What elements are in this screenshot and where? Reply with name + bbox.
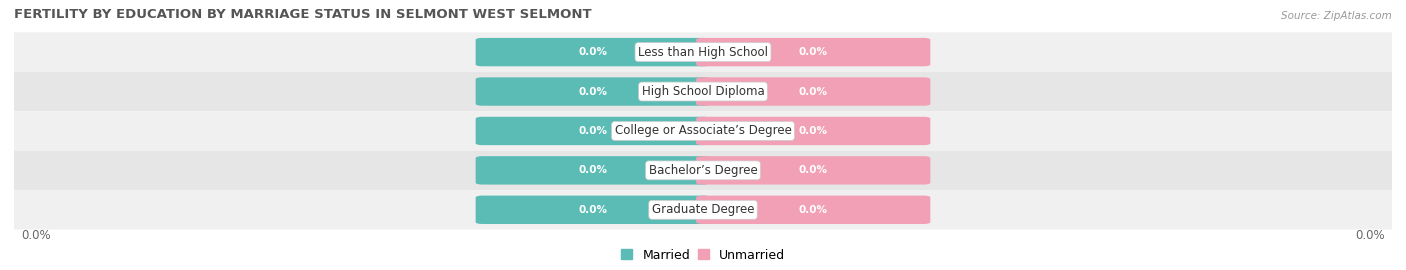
FancyBboxPatch shape (475, 77, 710, 106)
Text: 0.0%: 0.0% (799, 47, 828, 57)
FancyBboxPatch shape (14, 151, 1392, 190)
FancyBboxPatch shape (696, 156, 931, 185)
Text: College or Associate’s Degree: College or Associate’s Degree (614, 124, 792, 137)
Text: 0.0%: 0.0% (799, 205, 828, 215)
FancyBboxPatch shape (475, 38, 710, 66)
Legend: Married, Unmarried: Married, Unmarried (616, 244, 790, 266)
Text: 0.0%: 0.0% (799, 126, 828, 136)
Text: 0.0%: 0.0% (799, 86, 828, 97)
Text: 0.0%: 0.0% (578, 47, 607, 57)
Text: 0.0%: 0.0% (578, 205, 607, 215)
FancyBboxPatch shape (475, 195, 710, 224)
Text: 0.0%: 0.0% (21, 229, 51, 242)
Text: High School Diploma: High School Diploma (641, 85, 765, 98)
Text: 0.0%: 0.0% (578, 165, 607, 176)
Text: 0.0%: 0.0% (799, 165, 828, 176)
Text: Bachelor’s Degree: Bachelor’s Degree (648, 164, 758, 177)
Text: 0.0%: 0.0% (578, 126, 607, 136)
Text: 0.0%: 0.0% (1355, 229, 1385, 242)
Text: Graduate Degree: Graduate Degree (652, 203, 754, 216)
FancyBboxPatch shape (14, 111, 1392, 151)
FancyBboxPatch shape (696, 117, 931, 145)
FancyBboxPatch shape (14, 72, 1392, 111)
Text: Less than High School: Less than High School (638, 46, 768, 59)
FancyBboxPatch shape (14, 32, 1392, 72)
Text: Source: ZipAtlas.com: Source: ZipAtlas.com (1281, 11, 1392, 21)
FancyBboxPatch shape (696, 195, 931, 224)
FancyBboxPatch shape (14, 190, 1392, 230)
FancyBboxPatch shape (696, 77, 931, 106)
FancyBboxPatch shape (475, 156, 710, 185)
Text: 0.0%: 0.0% (578, 86, 607, 97)
FancyBboxPatch shape (696, 38, 931, 66)
FancyBboxPatch shape (475, 117, 710, 145)
Text: FERTILITY BY EDUCATION BY MARRIAGE STATUS IN SELMONT WEST SELMONT: FERTILITY BY EDUCATION BY MARRIAGE STATU… (14, 8, 592, 21)
